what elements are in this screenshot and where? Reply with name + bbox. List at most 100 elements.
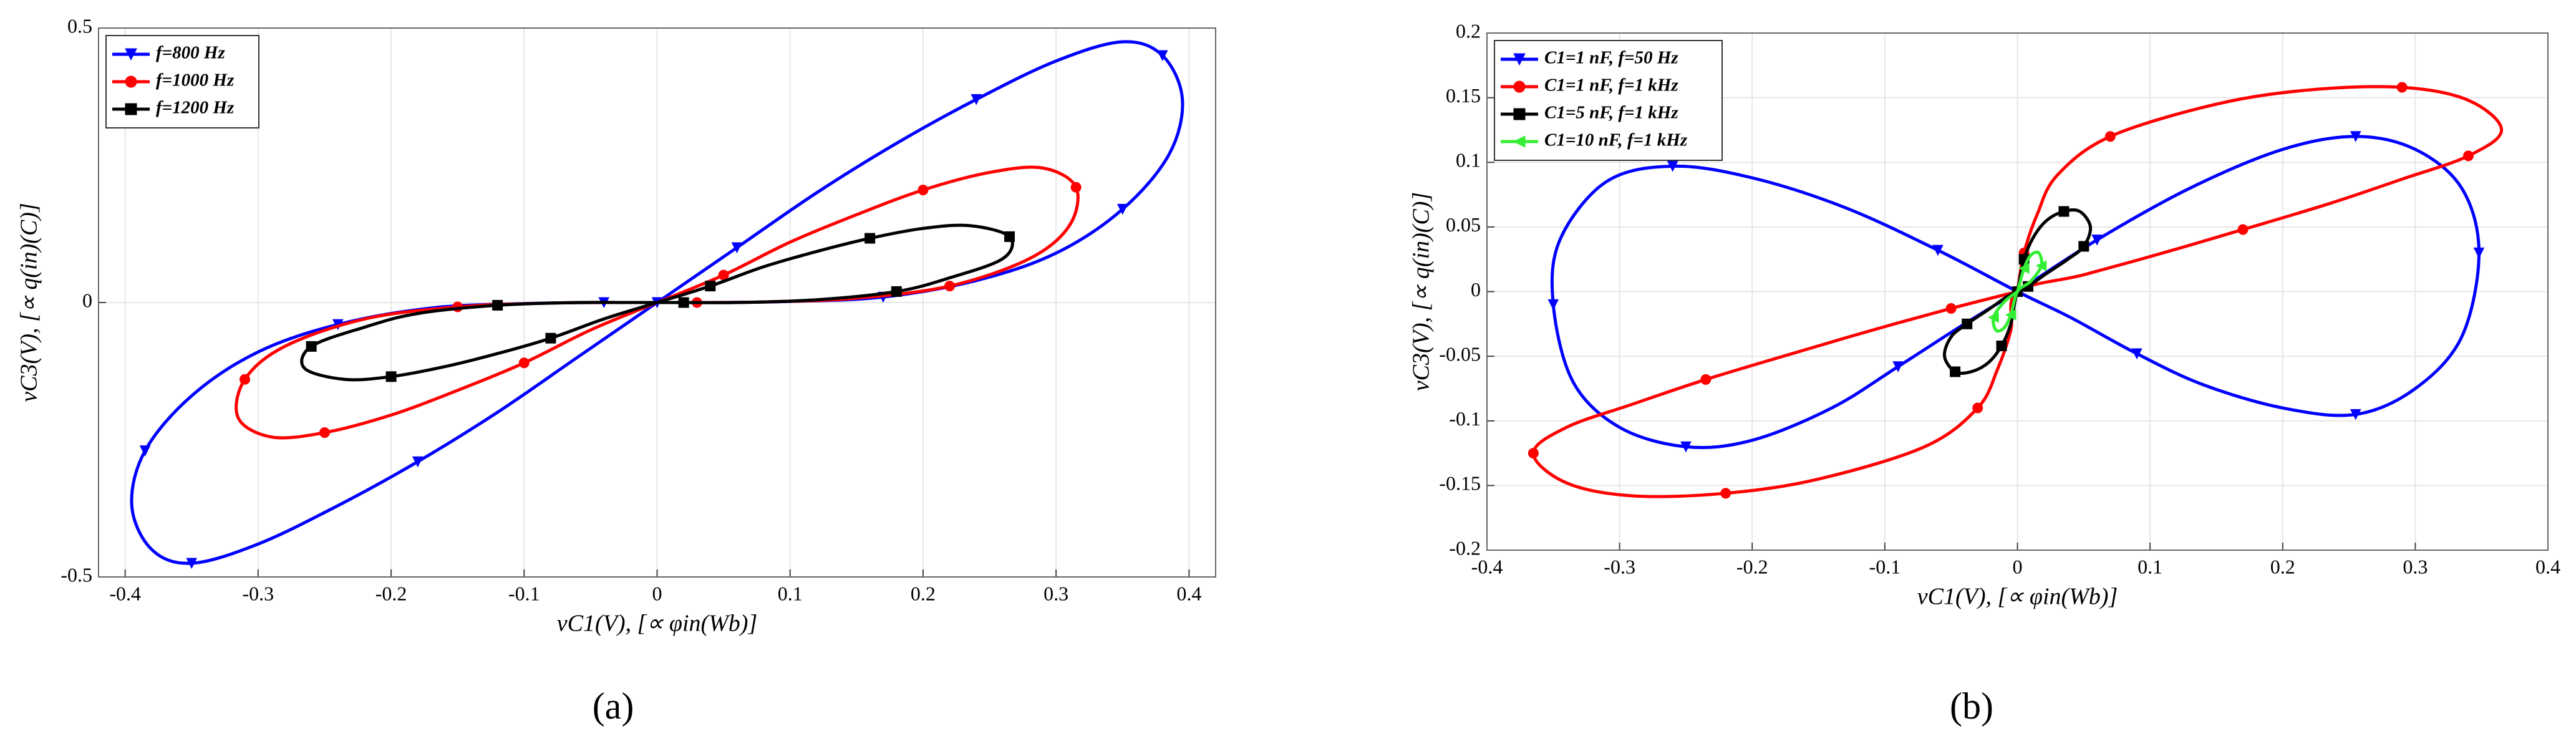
y-tick-label: 0.15: [1446, 84, 1481, 107]
y-axis-label: vC3(V), [∝ q(in)(C)]: [16, 203, 42, 402]
marker: [412, 456, 424, 468]
x-tick-label: -0.2: [1736, 555, 1768, 578]
legend-label: C1=1 nF, f=1 kHz: [1544, 75, 1678, 95]
marker: [1116, 203, 1128, 215]
marker: [518, 357, 530, 369]
x-tick-label: -0.1: [1869, 555, 1901, 578]
marker: [492, 299, 503, 311]
marker: [125, 48, 137, 61]
marker: [1932, 245, 1944, 256]
x-tick-label: 0: [652, 582, 662, 604]
marker: [2396, 82, 2408, 93]
marker: [1950, 366, 1961, 377]
marker: [1513, 53, 1526, 66]
legend-label: f=1200 Hz: [156, 98, 235, 118]
marker: [731, 242, 743, 254]
marker: [971, 94, 982, 105]
x-tick-label: 0.1: [778, 582, 803, 604]
marker: [2058, 206, 2070, 217]
marker: [1156, 50, 1168, 62]
marker: [2091, 235, 2103, 246]
x-tick-label: -0.3: [1604, 555, 1635, 578]
marker: [1547, 299, 1559, 311]
marker: [944, 281, 956, 292]
panel-caption: (a): [593, 685, 634, 727]
marker: [1892, 361, 1904, 372]
marker: [864, 233, 876, 244]
x-tick-label: 0.3: [2403, 555, 2428, 578]
y-tick-label: 0.05: [1446, 213, 1481, 236]
marker: [2237, 224, 2249, 235]
y-tick-label: -0.1: [1449, 407, 1481, 430]
marker: [1962, 318, 1973, 329]
marker: [2078, 241, 2089, 252]
marker: [891, 286, 902, 297]
y-tick-label: -0.05: [1439, 342, 1481, 365]
y-tick-label: 0: [82, 289, 92, 311]
y-tick-label: 0.2: [1456, 19, 1481, 42]
axes-frame: [1486, 32, 2549, 551]
marker: [139, 445, 151, 457]
marker: [918, 185, 929, 196]
marker: [1988, 312, 1999, 323]
marker: [385, 371, 397, 382]
marker: [2005, 309, 2017, 321]
marker: [2350, 131, 2361, 142]
marker: [1070, 182, 1082, 193]
marker: [306, 341, 317, 352]
marker: [1720, 488, 1731, 499]
marker: [1972, 402, 1983, 414]
x-tick-label: -0.1: [508, 582, 540, 604]
x-tick-label: -0.4: [1471, 555, 1503, 578]
marker: [2350, 409, 2361, 420]
y-tick-label: 0: [1471, 278, 1481, 301]
marker: [2473, 247, 2485, 259]
marker: [678, 297, 689, 308]
legend-label: C1=10 nF, f=1 kHz: [1544, 130, 1688, 150]
x-tick-label: 0.3: [1043, 582, 1068, 604]
marker: [186, 558, 198, 569]
marker: [319, 427, 330, 438]
marker: [2462, 150, 2474, 162]
y-axis-label: vC3(V), [∝ q(in)(C)]: [1408, 192, 1435, 391]
y-tick-label: -0.5: [61, 563, 92, 586]
x-tick-label: -0.2: [375, 582, 407, 604]
x-axis-label: vC1(V), [∝ φin(Wb)]: [557, 611, 758, 637]
marker: [1680, 441, 1692, 453]
marker: [125, 103, 137, 115]
marker: [1513, 108, 1526, 120]
marker: [1667, 160, 1678, 172]
marker: [2018, 263, 2030, 274]
marker: [705, 281, 716, 292]
marker: [1513, 135, 1526, 148]
legend-label: f=1000 Hz: [156, 70, 235, 90]
marker: [2035, 260, 2047, 271]
x-tick-label: 0.4: [1176, 582, 1201, 604]
panel-caption: (b): [1950, 685, 1993, 727]
marker: [545, 332, 556, 344]
marker: [1004, 231, 1015, 242]
x-tick-label: 0.2: [911, 582, 936, 604]
x-tick-label: -0.4: [109, 582, 141, 604]
legend-label: C1=1 nF, f=50 Hz: [1544, 48, 1678, 68]
legend-label: C1=5 nF, f=1 kHz: [1544, 103, 1678, 123]
marker: [1528, 448, 1539, 459]
x-tick-label: 0.2: [2270, 555, 2295, 578]
marker: [1700, 374, 1712, 385]
x-tick-label: 0.1: [2138, 555, 2162, 578]
y-tick-label: -0.15: [1439, 472, 1481, 495]
axes-frame: [98, 27, 1216, 578]
marker: [1945, 303, 1957, 314]
marker: [125, 75, 137, 88]
x-tick-label: 0: [2013, 555, 2023, 578]
x-tick-label: -0.3: [243, 582, 274, 604]
series-line: [300, 223, 1014, 382]
marker: [240, 374, 251, 385]
marker: [1996, 341, 2007, 352]
x-axis-label: vC1(V), [∝ φin(Wb)]: [1917, 584, 2118, 610]
marker: [2104, 131, 2116, 142]
y-tick-label: -0.2: [1449, 536, 1481, 559]
y-tick-label: 0.5: [67, 14, 92, 37]
marker: [1513, 80, 1526, 93]
